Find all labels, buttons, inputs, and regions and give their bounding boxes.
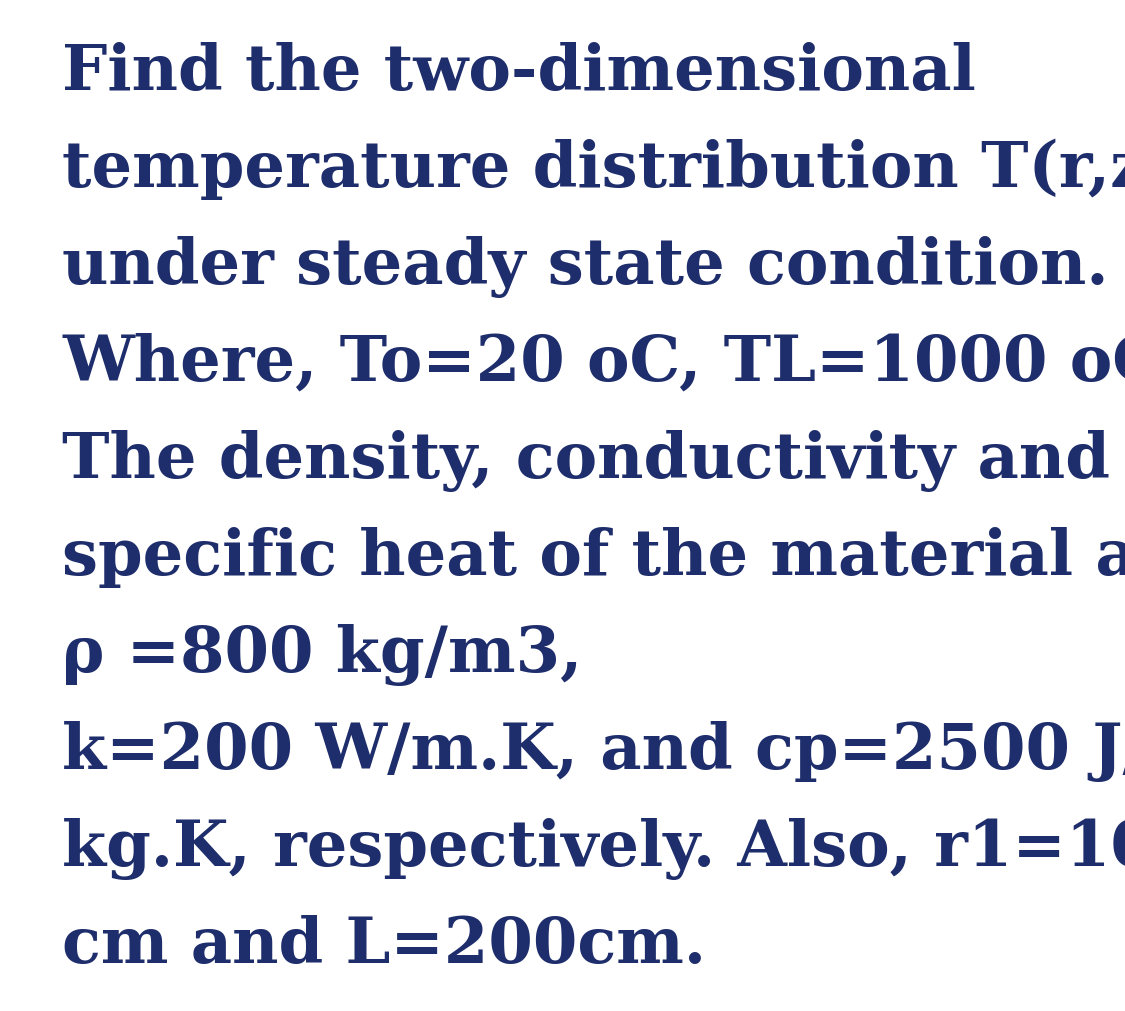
Text: The density, conductivity and: The density, conductivity and: [62, 430, 1110, 492]
Text: cm and L=200cm.: cm and L=200cm.: [62, 915, 706, 976]
Text: temperature distribution T(r,z): temperature distribution T(r,z): [62, 139, 1125, 200]
Text: Find the two-dimensional: Find the two-dimensional: [62, 42, 975, 103]
Text: specific heat of the material are: specific heat of the material are: [62, 527, 1125, 588]
Text: under steady state condition.: under steady state condition.: [62, 236, 1108, 298]
Text: ρ =800 kg/m3,: ρ =800 kg/m3,: [62, 624, 583, 686]
Text: Where, To=20 oC, TL=1000 oC.: Where, To=20 oC, TL=1000 oC.: [62, 333, 1125, 394]
Text: kg.K, respectively. Also, r1=100: kg.K, respectively. Also, r1=100: [62, 818, 1125, 880]
Text: k=200 W/m.K, and cp=2500 J/: k=200 W/m.K, and cp=2500 J/: [62, 721, 1125, 782]
